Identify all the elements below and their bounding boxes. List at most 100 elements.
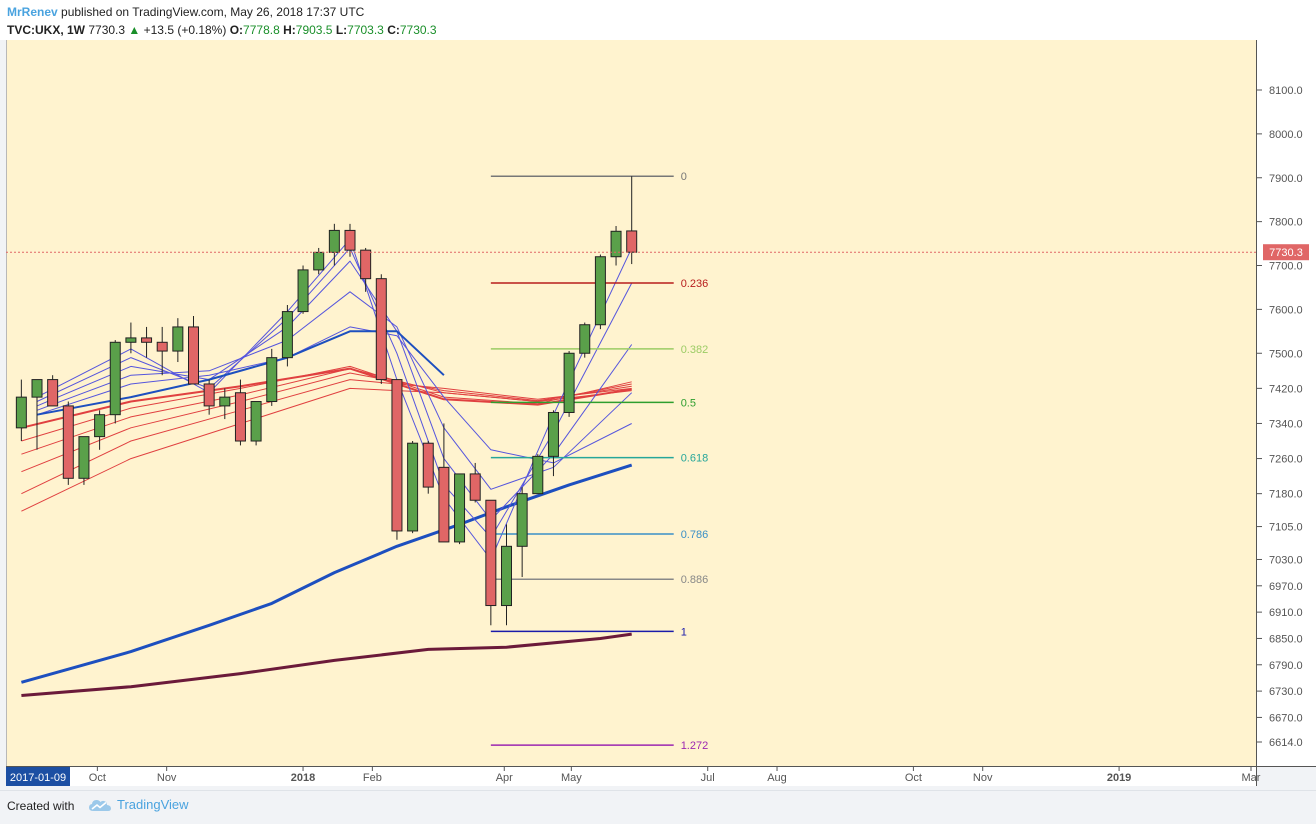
created-with-label: Created with [7, 799, 75, 813]
candle-body-27 [438, 466, 450, 543]
up-arrow-icon: ▲ [128, 23, 141, 37]
candle-body-11 [188, 326, 199, 385]
symbol-label: TVC:UKX, 1W [7, 23, 85, 37]
time-axis[interactable] [6, 767, 1256, 786]
candle-body-16 [266, 357, 278, 403]
price-tick-label-0: 8100.0 [1269, 85, 1303, 97]
candle-body-0 [15, 396, 27, 429]
candle-body-31 [501, 545, 512, 607]
candle-body-20 [328, 229, 340, 253]
time-tick-label-10: Nov [973, 772, 993, 784]
candle-body-18 [297, 269, 309, 313]
time-tick-label-1: Oct [89, 772, 106, 784]
candle-body-3 [62, 405, 74, 479]
candles [15, 176, 638, 626]
time-tick-label-4: Feb [363, 772, 382, 784]
candle-body-13 [219, 396, 231, 407]
candle-body-7 [125, 337, 137, 343]
last-price-marker: 7730.3 [6, 244, 1309, 261]
price-tick-label-2: 7900.0 [1269, 173, 1303, 185]
candle-body-32 [516, 493, 528, 547]
candle-body-37 [594, 256, 606, 326]
time-tick-label-8: Aug [767, 772, 787, 784]
candle-body-6 [109, 341, 121, 416]
tradingview-link[interactable]: TradingView [88, 797, 189, 812]
moving-average-line-4 [21, 372, 632, 473]
last-price-badge [1263, 244, 1309, 261]
candle-body-8 [141, 337, 153, 343]
close-label: C: [387, 23, 400, 37]
high-value: 7903.5 [295, 23, 333, 37]
candle-body-29 [469, 473, 481, 501]
price-tick-label-3: 7800.0 [1269, 217, 1303, 229]
candle-body-5 [94, 414, 106, 438]
candle-body-12 [203, 383, 215, 407]
moving-average-line-7 [21, 367, 632, 429]
candle-body-17 [281, 311, 293, 359]
price-tick-label-6: 7500.0 [1269, 348, 1303, 360]
time-tick-label-9: Oct [905, 772, 922, 784]
moving-average-line-11 [36, 247, 633, 538]
candle-body-15 [250, 401, 262, 442]
fib-level-label-4: 0.618 [681, 453, 709, 465]
fib-level-label-7: 1 [681, 626, 687, 638]
fib-level-label-3: 0.5 [681, 397, 696, 409]
candle-body-14 [234, 392, 246, 442]
price-tick-label-18: 6670.0 [1269, 712, 1303, 724]
candle-body-9 [156, 341, 168, 352]
time-tick-label-0: 2017-01-09 [10, 772, 66, 784]
price-chart[interactable]: 0 0.236 0.382 0.5 0.618 0.786 0.886 1 1.272 8100… [0, 40, 1316, 790]
candle-body-36 [579, 324, 591, 354]
time-tick-label-12: Mar [1242, 772, 1261, 784]
time-ticks: 2017-01-09 Oct Nov 2018 Feb Apr May Jul Aug Oct No… [6, 767, 1261, 786]
last-price-label: 7730.3 [1269, 247, 1303, 259]
price-tick-label-19: 6614.0 [1269, 737, 1303, 749]
time-tick-label-11: 2019 [1107, 772, 1131, 784]
open-value: 7778.8 [243, 23, 280, 37]
price-tick-label-1: 8000.0 [1269, 129, 1303, 141]
low-label: L: [335, 23, 348, 37]
fib-level-label-2: 0.382 [681, 344, 709, 356]
price-axis[interactable] [1257, 40, 1316, 766]
price-tick-label-4: 7700.0 [1269, 261, 1303, 273]
candle-body-39 [626, 230, 638, 253]
price-tick-label-13: 6970.0 [1269, 581, 1303, 593]
publish-info: MrRenev published on TradingView.com, Ma… [7, 5, 364, 19]
fib-level-label-8: 1.272 [681, 740, 709, 752]
candle-body-26 [422, 442, 434, 488]
moving-average-line-3 [21, 379, 632, 495]
time-tick-label-5: Apr [496, 772, 513, 784]
price-tick-label-9: 7260.0 [1269, 454, 1303, 466]
candle-body-23 [375, 278, 387, 381]
price-tick-label-10: 7180.0 [1269, 489, 1303, 501]
price-change: +13.5 (+0.18%) [143, 23, 227, 37]
time-tick-label-7: Jul [701, 772, 715, 784]
moving-averages [20, 238, 633, 697]
open-label: O: [229, 23, 244, 37]
candle-body-1 [31, 379, 43, 398]
candle-body-33 [532, 455, 544, 495]
author-link[interactable]: MrRenev [7, 5, 58, 19]
time-tick-label-2: Nov [157, 772, 177, 784]
price-tick-label-15: 6850.0 [1269, 633, 1303, 645]
chart-header: MrRenev published on TradingView.com, Ma… [0, 0, 1316, 40]
price-tick-label-16: 6790.0 [1269, 660, 1303, 672]
ohlc-legend: TVC:UKX, 1W 7730.3 ▲ +13.5 (+0.18%) O:77… [7, 23, 437, 37]
candle-body-2 [47, 379, 59, 407]
tradingview-cloud-icon [89, 799, 111, 811]
price-tick-label-7: 7420.0 [1269, 383, 1303, 395]
price-tick-label-12: 7030.0 [1269, 554, 1303, 566]
price-tick-label-17: 6730.0 [1269, 686, 1303, 698]
low-value: 7703.3 [347, 23, 384, 37]
price-tick-label-14: 6910.0 [1269, 607, 1303, 619]
fib-level-label-5: 0.786 [681, 529, 709, 541]
tradingview-brand: TradingView [117, 797, 189, 812]
price-ticks: 8100.0 8000.0 7900.0 7800.0 7700.0 7600.0 7500… [1257, 85, 1303, 749]
price-tick-label-8: 7340.0 [1269, 418, 1303, 430]
fib-level-label-0: 0 [681, 171, 687, 183]
current-date-badge [6, 767, 70, 786]
candle-body-22 [360, 249, 372, 280]
fib-level-label-1: 0.236 [681, 278, 709, 290]
candle-body-24 [391, 379, 403, 532]
published-text: published on TradingView.com, May 26, 20… [61, 5, 365, 19]
